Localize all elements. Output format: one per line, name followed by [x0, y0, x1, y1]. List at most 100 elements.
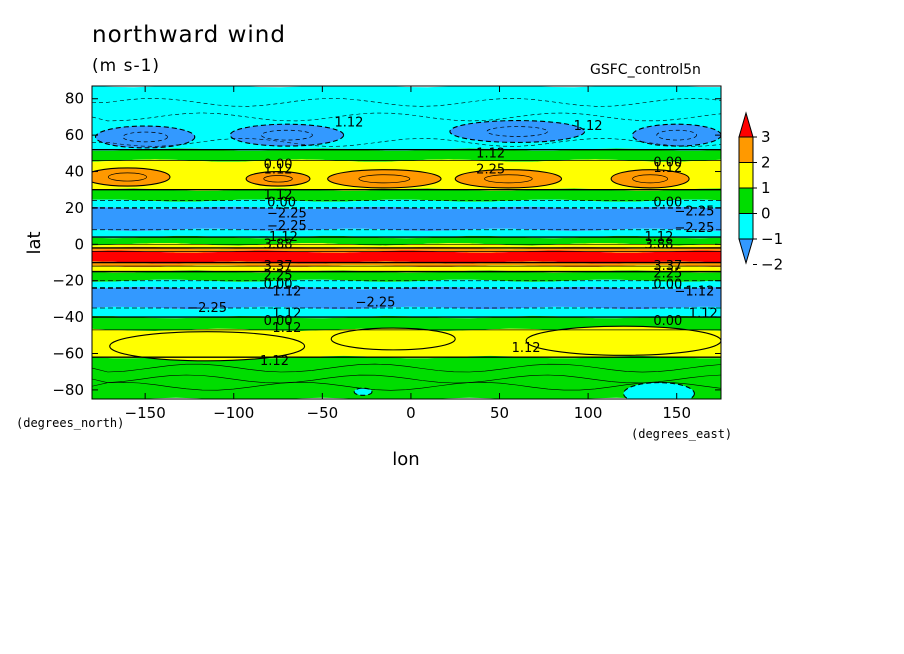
contour-label: 1.12: [272, 321, 301, 336]
contour-label: 2.25: [653, 266, 682, 281]
contour-cell: [330, 327, 456, 351]
contour-line: [92, 138, 721, 147]
contour-line: [92, 98, 721, 107]
chart-units: (m s-1): [92, 56, 161, 76]
contour-label: −1.12: [258, 230, 298, 245]
contour-cell: [229, 123, 345, 147]
y-tick-label: 20: [65, 199, 84, 217]
contour-band: [92, 315, 721, 331]
contour-label: 0.00: [264, 314, 293, 329]
colorbar-segment: [738, 213, 754, 240]
contour-cell-inner: [107, 172, 147, 182]
contour-label: 1.12: [334, 115, 363, 130]
dataset-name: GSFC_control5n: [590, 62, 701, 78]
contour-label: 0.00: [653, 314, 682, 329]
colorbar-label: 0: [761, 205, 771, 223]
colorbar-segment: [738, 187, 754, 214]
contour-label: 1.12: [272, 306, 301, 321]
contour-label: −2.25: [675, 205, 715, 220]
y-axis-label: lat: [24, 231, 45, 254]
contour-line: [92, 374, 721, 384]
x-axis-units: (degrees_east): [631, 427, 732, 441]
y-tick-label: 80: [65, 90, 84, 108]
colorbar: 3 2 1 0 −1 −2: [738, 111, 783, 274]
contour-label: 1.12: [264, 163, 293, 178]
contour-cell: [631, 123, 721, 147]
colorbar-label: 3: [761, 128, 771, 146]
contour-cell: [525, 325, 721, 356]
y-tick-label: −60: [52, 345, 84, 363]
contour-line: [92, 381, 721, 391]
colorbar-label: −1: [761, 230, 783, 248]
contour-label: 1.12: [645, 230, 674, 245]
contour-label: 1.12: [653, 161, 682, 176]
colorbar-segment: [738, 136, 754, 163]
contour-label: 2.25: [264, 268, 293, 283]
colorbar-label: −2: [761, 256, 783, 274]
contour-cell: [449, 120, 586, 143]
contour-cell: [109, 331, 306, 362]
contour-band: [92, 228, 721, 239]
plot-frame: [91, 85, 722, 400]
contour-label: 1.12: [264, 188, 293, 203]
contour-label: −1.12: [675, 285, 715, 300]
contour-band: [92, 265, 721, 273]
contour-cell-inner: [486, 126, 548, 137]
y-tick-label: −20: [52, 272, 84, 290]
contour-cell-inner: [484, 174, 533, 184]
contour-label: 3.37: [653, 259, 682, 274]
contour-line: [92, 112, 721, 122]
x-tick-label: 100: [574, 404, 603, 422]
contour-band: [92, 286, 721, 310]
contour-label: 3.37: [264, 259, 293, 274]
chart-title: northward wind: [92, 22, 286, 48]
contour-label: 1.12: [476, 146, 505, 161]
contour-label: 0.00: [264, 277, 293, 292]
colorbar-arrow-bottom: [738, 238, 754, 265]
x-tick-label: 150: [662, 404, 691, 422]
contour-cell-inner: [263, 175, 293, 183]
colorbar-label: 2: [761, 154, 771, 172]
y-tick-label: 40: [65, 163, 84, 181]
contour-label: 0.00: [267, 195, 296, 210]
y-tick-label: 60: [65, 126, 84, 144]
contour-label: −2.25: [187, 301, 227, 316]
contour-label: 3.88: [264, 237, 293, 252]
contour-label: 0.00: [653, 155, 682, 170]
contour-cell-inner: [122, 131, 168, 143]
contour-label: 2.25: [476, 163, 505, 178]
contour-band: [92, 250, 721, 264]
contour-band: [92, 355, 721, 399]
contour-cell: [94, 125, 196, 149]
contour-label: −2.25: [356, 296, 396, 311]
contour-label: 0.00: [264, 157, 293, 172]
contour-label: 1.12: [574, 119, 603, 134]
contour-label: 1.12: [512, 341, 541, 356]
contour-label: −2.25: [675, 221, 715, 236]
contour-label: 0.00: [653, 195, 682, 210]
contour-cell-inner: [632, 174, 669, 184]
y-tick-label: −80: [52, 381, 84, 399]
y-axis-units: (degrees_north): [16, 416, 124, 430]
contour-band: [92, 206, 721, 231]
contour-band: [92, 148, 721, 162]
x-tick-label: −150: [125, 404, 166, 422]
contour-label: 0.00: [653, 277, 682, 292]
contour-label: 1.12: [272, 285, 301, 300]
contour-line: [92, 363, 721, 373]
contour-label: 1.12: [260, 354, 289, 369]
contour-cell-inner: [261, 129, 313, 141]
contour-cell: [610, 169, 690, 189]
contour-cell: [92, 167, 171, 187]
x-tick-label: −50: [307, 404, 339, 422]
contour-label: 3.88: [645, 237, 674, 252]
contour-cell: [454, 169, 563, 189]
contour-cell-inner: [358, 174, 411, 184]
contour-cell: [353, 387, 373, 396]
contour-cell: [327, 169, 442, 189]
contour-band: [92, 279, 721, 290]
contour-label: −2.25: [267, 219, 307, 234]
contour-band: [92, 188, 721, 202]
contour-cell: [245, 170, 311, 187]
